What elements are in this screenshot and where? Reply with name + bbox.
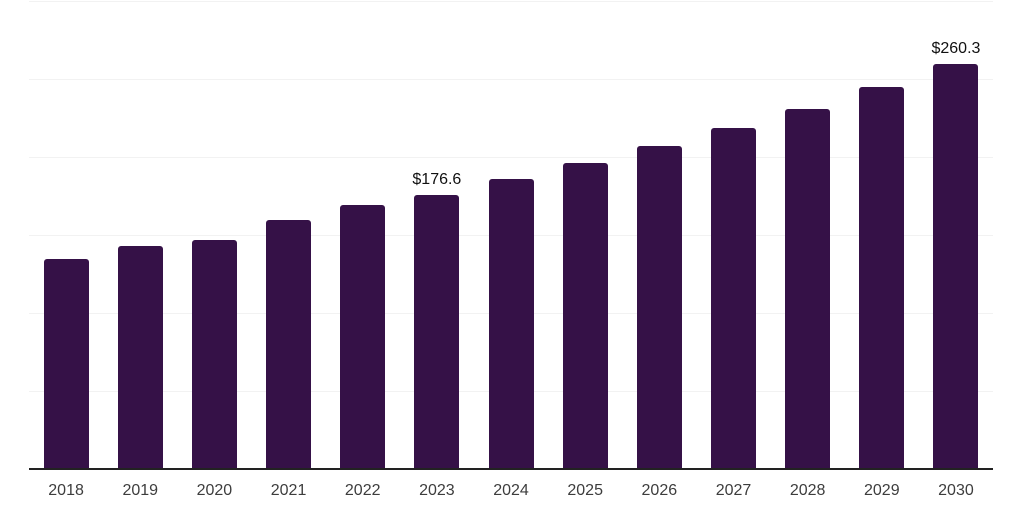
x-tick-label: 2023 bbox=[419, 482, 455, 499]
bar-2030 bbox=[933, 63, 979, 470]
gridline bbox=[29, 157, 993, 159]
bar-slot: $176.6 bbox=[400, 2, 474, 470]
x-tick-label: 2018 bbox=[48, 482, 84, 499]
gridline bbox=[29, 79, 993, 80]
bar-2021 bbox=[266, 219, 312, 470]
bar-slot bbox=[622, 2, 696, 470]
bar-slot bbox=[696, 2, 770, 470]
x-tick-label: 2029 bbox=[864, 482, 900, 499]
bar-2029 bbox=[859, 87, 905, 470]
bar-2018 bbox=[43, 258, 89, 470]
bar-2026 bbox=[636, 146, 682, 470]
x-tick-label: 2019 bbox=[122, 482, 159, 499]
bar-2027 bbox=[710, 128, 756, 470]
bar-2023 bbox=[414, 194, 460, 470]
x-tick-label: 2027 bbox=[715, 482, 752, 499]
bar-2024 bbox=[488, 178, 534, 470]
bar-slot bbox=[771, 2, 845, 470]
bar-value-label: $176.6 bbox=[412, 170, 462, 188]
x-tick-label: 2020 bbox=[196, 482, 233, 499]
bar-slot bbox=[177, 2, 251, 470]
bar-2022 bbox=[340, 205, 386, 470]
bar-slot bbox=[474, 2, 548, 470]
bar-slot bbox=[845, 2, 919, 470]
bar-2019 bbox=[117, 245, 163, 470]
bar-slot bbox=[103, 2, 177, 470]
x-axis-labels: 2018 2019 2020 2021 2022 2023 2024 2025 2026 2027… bbox=[29, 470, 993, 506]
bar-slot: $260.3 bbox=[919, 2, 993, 470]
x-tick-label: 2024 bbox=[493, 482, 529, 499]
bar-2020 bbox=[191, 240, 237, 470]
x-tick-label: 2028 bbox=[789, 482, 826, 499]
gridline bbox=[29, 1, 993, 2]
x-tick-label: 2021 bbox=[270, 482, 307, 499]
bar-2028 bbox=[785, 109, 831, 470]
bar-slot bbox=[29, 2, 103, 470]
bar-value-label: $260.3 bbox=[931, 39, 981, 57]
bars: $176.6 $260.3 bbox=[29, 2, 993, 470]
bar-slot bbox=[326, 2, 400, 470]
bar-2025 bbox=[562, 162, 608, 470]
x-tick-label: 2022 bbox=[344, 482, 381, 499]
x-tick-label: 2025 bbox=[567, 482, 603, 499]
bar-slot bbox=[251, 2, 325, 470]
plot-area: $176.6 $260.3 bbox=[29, 1, 993, 470]
x-tick-label: 2030 bbox=[938, 482, 974, 499]
bar-slot bbox=[548, 2, 622, 470]
x-axis-line bbox=[29, 468, 993, 470]
x-tick-label: 2026 bbox=[641, 482, 678, 499]
